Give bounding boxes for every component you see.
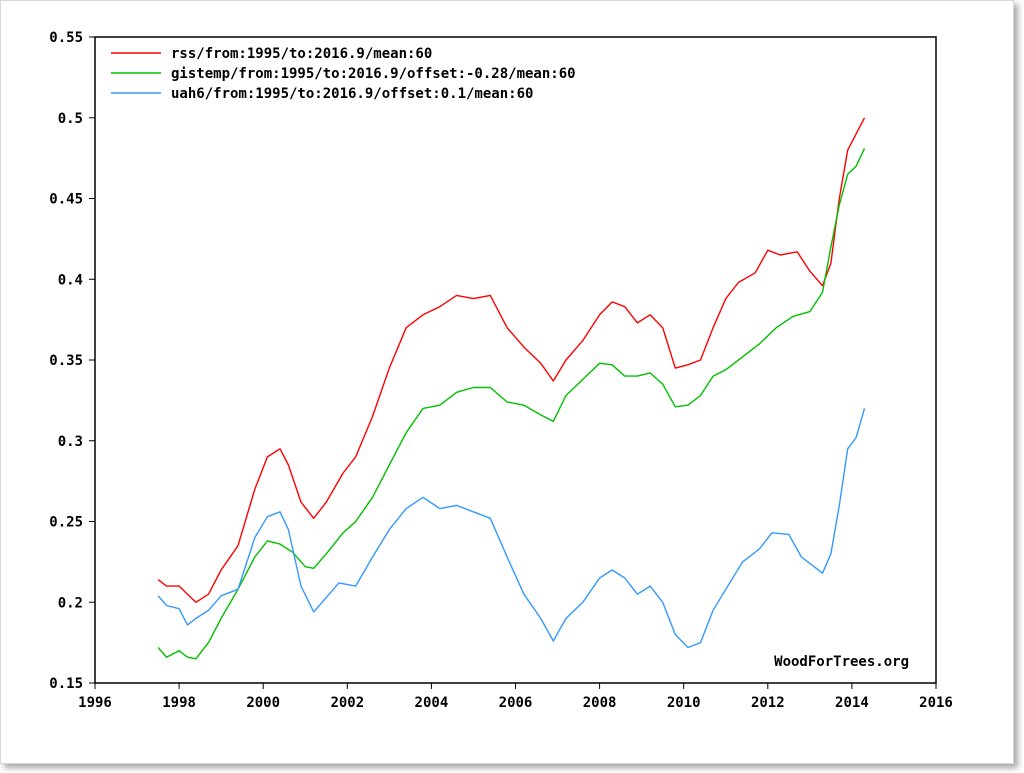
x-tick-label: 2000 bbox=[246, 695, 280, 711]
x-tick-label: 1998 bbox=[162, 695, 196, 711]
x-tick-label: 1996 bbox=[78, 695, 112, 711]
legend: rss/from:1995/to:2016.9/mean:60 gistemp/f… bbox=[111, 46, 576, 102]
x-tick-label: 2002 bbox=[330, 695, 364, 711]
line-chart: 1996 1998 2000 2002 2004 2006 2008 2010 2012 2014… bbox=[49, 30, 953, 711]
x-tick-label: 2006 bbox=[499, 695, 533, 711]
y-tick-label: 0.3 bbox=[58, 434, 83, 450]
y-tick-label: 0.5 bbox=[58, 111, 83, 127]
series-line-1 bbox=[157, 117, 866, 603]
y-tick-label: 0.2 bbox=[58, 595, 83, 611]
y-tick-label: 0.35 bbox=[49, 353, 83, 369]
plot-area-border bbox=[94, 36, 937, 684]
series-line-2 bbox=[157, 148, 866, 660]
x-tick-label: 2004 bbox=[415, 695, 449, 711]
legend-label-3: uah6/from:1995/to:2016.9/offset:0.1/mean… bbox=[171, 86, 533, 102]
x-tick-label: 2010 bbox=[667, 695, 701, 711]
series-line-3 bbox=[157, 408, 866, 649]
y-tick-label: 0.55 bbox=[49, 30, 83, 46]
legend-label-2: gistemp/from:1995/to:2016.9/offset:-0.28… bbox=[171, 66, 576, 82]
y-tick-label: 0.4 bbox=[58, 272, 83, 288]
y-tick-label: 0.25 bbox=[49, 515, 83, 531]
legend-label-1: rss/from:1995/to:2016.9/mean:60 bbox=[171, 46, 432, 62]
chart-frame: 1996 1998 2000 2002 2004 2006 2008 2010 2012 2014… bbox=[0, 0, 1014, 764]
x-tick-label: 2016 bbox=[919, 695, 953, 711]
x-tick-label: 2014 bbox=[835, 695, 869, 711]
axes: 1996 1998 2000 2002 2004 2006 2008 2010 2012 2014… bbox=[49, 30, 953, 711]
y-tick-label: 0.45 bbox=[49, 192, 83, 208]
x-tick-label: 2012 bbox=[751, 695, 785, 711]
y-tick-label: 0.15 bbox=[49, 676, 83, 692]
x-tick-label: 2008 bbox=[583, 695, 617, 711]
series-lines bbox=[157, 117, 866, 660]
watermark-text: WoodForTrees.org bbox=[774, 654, 909, 670]
